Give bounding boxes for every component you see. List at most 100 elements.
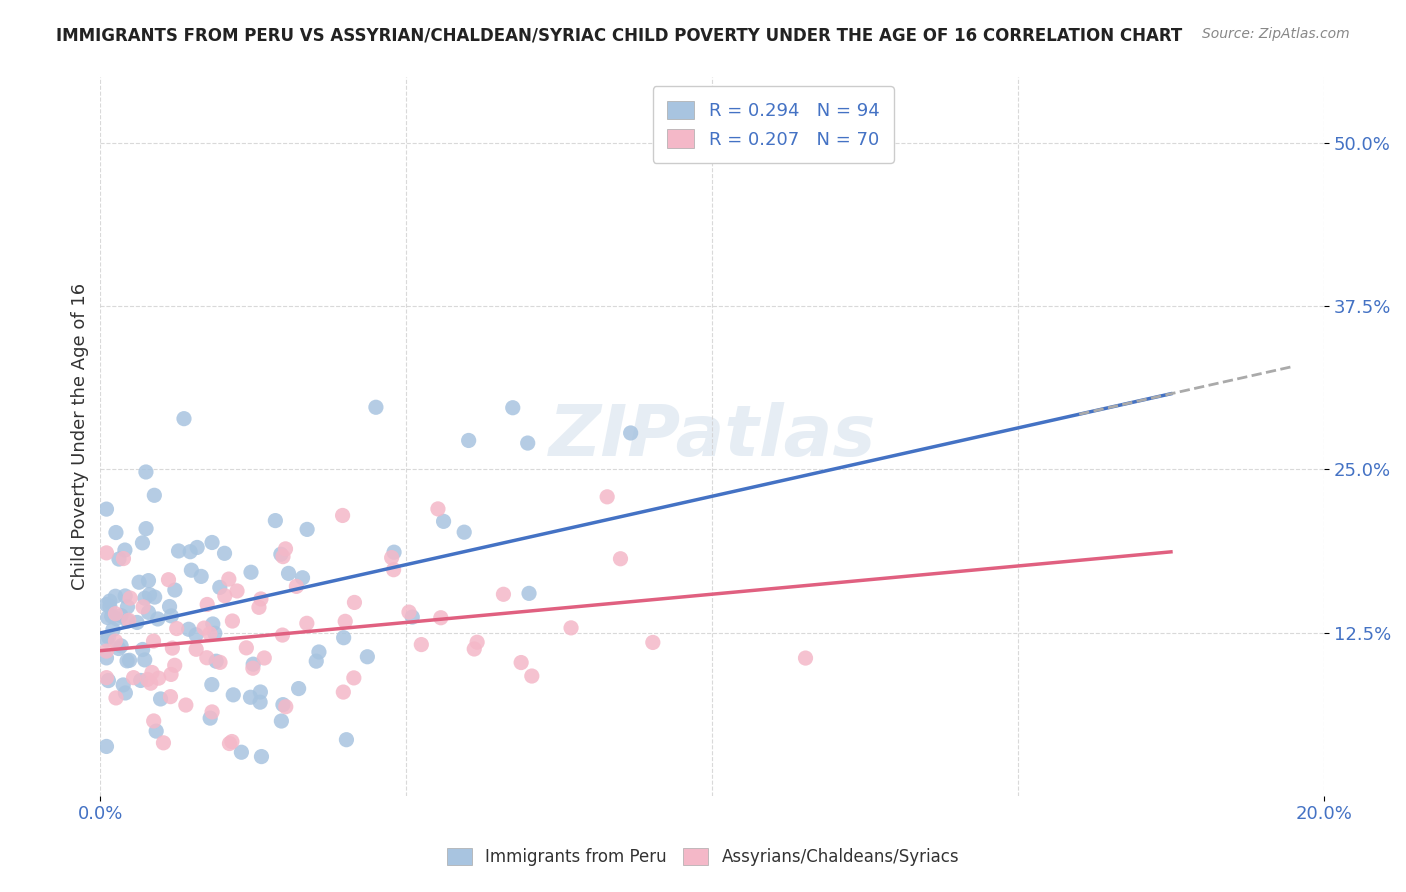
Point (96, 739, 118, 754)
Point (162, 641, 184, 656)
Point (198, 626, 221, 640)
Point (135, 465, 157, 479)
Point (104, 525, 127, 540)
Point (381, 550, 404, 565)
Point (430, 611, 453, 625)
Point (118, 613, 141, 627)
Point (794, 651, 817, 665)
Point (201, 617, 224, 632)
Point (332, 631, 354, 645)
Point (208, 656, 231, 670)
Point (201, 535, 224, 549)
Point (118, 653, 141, 667)
Point (270, 547, 292, 561)
Point (132, 599, 155, 614)
Point (110, 639, 132, 653)
Point (242, 661, 264, 675)
Point (308, 645, 330, 659)
Point (112, 678, 135, 692)
Point (453, 525, 475, 540)
Point (110, 608, 132, 623)
Point (96, 632, 118, 647)
Point (285, 579, 308, 593)
Point (235, 640, 257, 655)
Point (104, 634, 127, 648)
Point (401, 610, 423, 624)
Point (139, 676, 162, 690)
Text: Source: ZipAtlas.com: Source: ZipAtlas.com (1202, 27, 1350, 41)
Point (295, 616, 318, 631)
Point (295, 522, 318, 536)
Point (108, 552, 131, 566)
Y-axis label: Child Poverty Under the Age of 16: Child Poverty Under the Age of 16 (72, 283, 89, 591)
Point (163, 582, 186, 597)
Point (98, 594, 121, 608)
Point (250, 749, 273, 764)
Point (502, 401, 524, 415)
Point (97, 630, 120, 644)
Point (138, 574, 160, 588)
Point (114, 543, 136, 558)
Point (432, 514, 454, 528)
Legend: R = 0.294   N = 94, R = 0.207   N = 70: R = 0.294 N = 94, R = 0.207 N = 70 (652, 87, 894, 163)
Point (186, 541, 208, 555)
Point (145, 724, 167, 739)
Point (159, 690, 181, 704)
Point (143, 488, 166, 502)
Point (143, 590, 166, 604)
Point (271, 628, 294, 642)
Point (115, 654, 138, 668)
Point (641, 635, 664, 649)
Point (138, 588, 160, 602)
Point (96, 671, 118, 685)
Point (134, 653, 156, 667)
Point (104, 607, 127, 621)
Point (96, 598, 118, 612)
Point (163, 658, 186, 673)
Point (332, 685, 354, 699)
Point (364, 401, 387, 415)
Point (492, 587, 515, 601)
Point (287, 681, 309, 696)
Point (465, 635, 488, 649)
Point (270, 714, 292, 728)
Point (146, 612, 169, 626)
Point (104, 589, 127, 603)
Point (159, 599, 181, 614)
Point (141, 665, 163, 680)
Point (247, 600, 270, 615)
Point (96, 502, 118, 516)
Point (173, 411, 195, 425)
Point (218, 572, 240, 586)
Point (510, 656, 533, 670)
Point (205, 654, 228, 668)
Point (214, 589, 236, 603)
Point (274, 699, 297, 714)
Point (560, 621, 582, 635)
Point (166, 622, 188, 636)
Point (277, 566, 299, 581)
Point (177, 622, 200, 636)
Point (135, 522, 157, 536)
Point (167, 544, 190, 558)
Point (142, 634, 165, 648)
Point (174, 698, 197, 712)
Point (204, 626, 226, 640)
Point (218, 737, 240, 751)
Point (131, 642, 153, 657)
Point (160, 609, 183, 624)
Point (128, 575, 150, 590)
Point (249, 695, 271, 709)
Point (134, 591, 156, 606)
Point (231, 745, 253, 759)
Point (426, 502, 449, 516)
Point (343, 595, 366, 609)
Point (221, 734, 243, 748)
Point (253, 651, 276, 665)
Point (148, 671, 170, 685)
Point (457, 434, 479, 448)
Point (242, 657, 264, 672)
Point (122, 671, 145, 685)
Point (100, 609, 122, 624)
Point (240, 566, 263, 580)
